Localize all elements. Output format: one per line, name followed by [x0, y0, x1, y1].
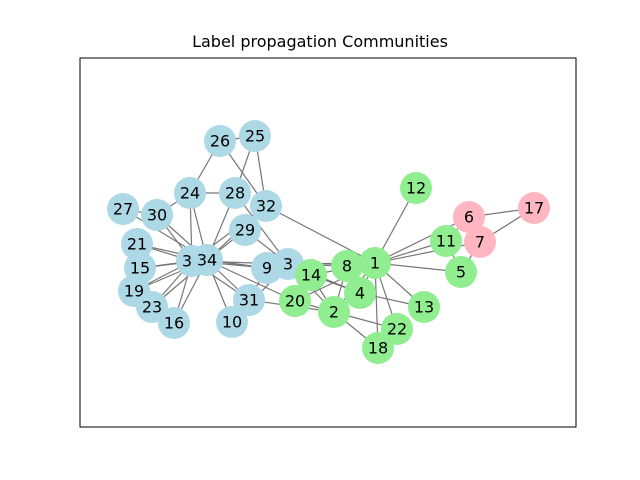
node-31: 31 — [233, 284, 265, 316]
node-label-3: 3 — [283, 255, 293, 274]
node-27: 27 — [107, 193, 139, 225]
node-24: 24 — [174, 177, 206, 209]
node-7: 7 — [464, 226, 496, 258]
edge-1-7 — [374, 241, 481, 264]
node-circle-20 — [279, 285, 311, 317]
node-circle-5 — [445, 256, 477, 288]
node-label-22: 22 — [387, 320, 407, 339]
node-circle-23 — [136, 291, 168, 323]
node-6: 6 — [453, 201, 485, 233]
node-5: 5 — [445, 256, 477, 288]
node-label-8: 8 — [342, 257, 352, 276]
node-label-16: 16 — [164, 314, 184, 333]
node-label-34: 34 — [197, 251, 217, 270]
node-label-2: 2 — [329, 303, 339, 322]
chart-title: Label propagation Communities — [192, 32, 448, 51]
node-label-21: 21 — [127, 235, 147, 254]
node-circle-4 — [344, 277, 376, 309]
node-label-18: 18 — [368, 339, 388, 358]
node-label-13: 13 — [414, 298, 434, 317]
node-circle-14 — [295, 259, 327, 291]
node-label-24: 24 — [180, 184, 200, 203]
edge-20-34 — [206, 259, 296, 302]
node-1: 1 — [359, 247, 391, 279]
node-label-28: 28 — [225, 184, 245, 203]
node-9: 9 — [251, 252, 283, 284]
node-circle-11 — [430, 225, 462, 257]
node-16: 16 — [158, 307, 190, 339]
node-circle-2 — [318, 296, 350, 328]
node-12: 12 — [400, 172, 432, 204]
node-4: 4 — [344, 277, 376, 309]
node-2: 2 — [318, 296, 350, 328]
node-label-26: 26 — [210, 132, 230, 151]
node-label-27: 27 — [113, 200, 133, 219]
plot-frame — [79, 57, 577, 428]
node-20: 20 — [279, 285, 311, 317]
node-label-12: 12 — [406, 179, 426, 198]
node-label-23: 23 — [142, 298, 162, 317]
node-circle-21 — [121, 228, 153, 260]
node-label-19: 19 — [124, 282, 144, 301]
node-circle-17 — [518, 192, 550, 224]
node-32: 32 — [250, 190, 282, 222]
node-label-9: 9 — [262, 259, 272, 278]
node-label-5: 5 — [456, 263, 466, 282]
nodes-layer: 1234567891011121314151617181920212223242… — [107, 120, 550, 364]
node-circle-1 — [359, 247, 391, 279]
node-34: 34 — [191, 244, 223, 276]
node-23: 23 — [136, 291, 168, 323]
node-30: 30 — [141, 199, 173, 231]
node-circle-13 — [408, 291, 440, 323]
node-11: 11 — [430, 225, 462, 257]
node-28: 28 — [219, 177, 251, 209]
node-17: 17 — [518, 192, 550, 224]
node-circle-25 — [239, 120, 271, 152]
node-label-30: 30 — [147, 206, 167, 225]
node-22: 22 — [381, 313, 413, 345]
node-10: 10 — [216, 306, 248, 338]
node-label-17: 17 — [524, 199, 544, 218]
node-8: 8 — [331, 250, 363, 282]
node-14: 14 — [295, 259, 327, 291]
node-label-14: 14 — [301, 266, 321, 285]
node-circle-26 — [204, 125, 236, 157]
node-label-20: 20 — [285, 292, 305, 311]
node-label-7: 7 — [475, 233, 485, 252]
node-label-6: 6 — [464, 208, 474, 227]
node-label-11: 11 — [436, 232, 456, 251]
node-13: 13 — [408, 291, 440, 323]
edge-1-6 — [374, 216, 470, 264]
node-label-29: 29 — [235, 221, 255, 240]
node-circle-9 — [251, 252, 283, 284]
node-circle-7 — [464, 226, 496, 258]
node-21: 21 — [121, 228, 153, 260]
node-label-1: 1 — [370, 254, 380, 273]
node-circle-22 — [381, 313, 413, 345]
node-circle-27 — [107, 193, 139, 225]
node-label-32: 32 — [256, 197, 276, 216]
node-label-4: 4 — [355, 284, 365, 303]
node-circle-34 — [191, 244, 223, 276]
node-label-10: 10 — [222, 313, 242, 332]
node-circle-31 — [233, 284, 265, 316]
node-circle-29 — [229, 214, 261, 246]
node-label-25: 25 — [245, 127, 265, 146]
node-circle-28 — [219, 177, 251, 209]
node-circle-8 — [331, 250, 363, 282]
node-label-15: 15 — [130, 259, 150, 278]
node-circle-10 — [216, 306, 248, 338]
node-26: 26 — [204, 125, 236, 157]
node-circle-16 — [158, 307, 190, 339]
node-29: 29 — [229, 214, 261, 246]
node-circle-30 — [141, 199, 173, 231]
node-circle-32 — [250, 190, 282, 222]
node-circle-12 — [400, 172, 432, 204]
node-circle-24 — [174, 177, 206, 209]
node-circle-6 — [453, 201, 485, 233]
node-label-31: 31 — [239, 291, 259, 310]
node-25: 25 — [239, 120, 271, 152]
